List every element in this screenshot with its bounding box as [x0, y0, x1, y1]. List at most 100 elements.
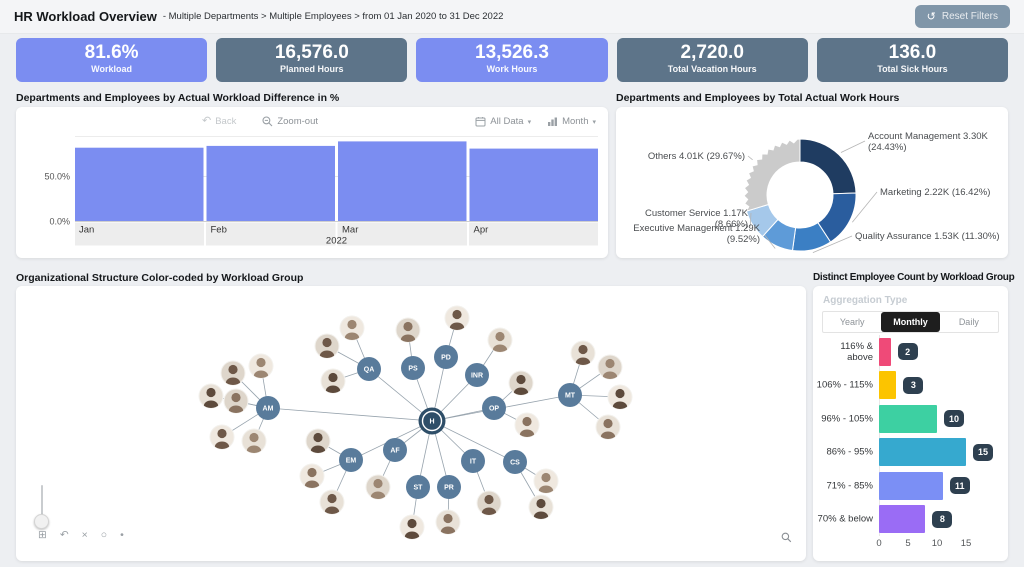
- employee-avatar[interactable]: [435, 509, 461, 538]
- employee-avatar[interactable]: [248, 353, 274, 382]
- employee-avatar[interactable]: [223, 388, 249, 417]
- org-node-em[interactable]: EM: [339, 448, 363, 472]
- donut-labels: Account Management 3.30K (24.43%) Marketi…: [616, 107, 1008, 258]
- back-button[interactable]: ↶ Back: [202, 116, 237, 128]
- chevron-down-icon: ▾: [592, 118, 596, 126]
- zoom-slider-knob[interactable]: [34, 514, 49, 529]
- employee-avatar[interactable]: [528, 494, 554, 523]
- employee-avatar[interactable]: [320, 368, 346, 397]
- x-tick-label: Mar: [342, 225, 358, 236]
- org-node-mt[interactable]: MT: [558, 383, 582, 407]
- org-node-it[interactable]: IT: [461, 449, 485, 473]
- kpi-label: Total Sick Hours: [877, 63, 948, 74]
- page-title: HR Workload Overview: [14, 9, 157, 24]
- employee-avatar[interactable]: [533, 468, 559, 497]
- employee-avatar[interactable]: [570, 340, 596, 369]
- export-image-icon[interactable]: ⊞: [38, 529, 47, 541]
- employee-avatar[interactable]: [607, 384, 633, 413]
- ec-category-label: 116% & above: [840, 340, 873, 363]
- employee-avatar[interactable]: [305, 428, 331, 457]
- reset-filters-label: Reset Filters: [941, 11, 998, 22]
- employee-avatar[interactable]: [595, 414, 621, 443]
- dot-icon[interactable]: •: [120, 529, 124, 541]
- employee-avatar[interactable]: [299, 463, 325, 492]
- org-network-graph: QA PS PD INR OP MT AM EM AF ST PR IT CS H: [198, 305, 633, 543]
- employee-avatar[interactable]: [314, 333, 340, 362]
- employee-avatar[interactable]: [514, 412, 540, 441]
- aggregation-option-daily[interactable]: Daily: [958, 317, 979, 327]
- ec-row-86-95-: 86% - 95% 15: [813, 436, 1004, 470]
- all-data-dropdown[interactable]: All Data ▾: [475, 116, 531, 127]
- org-node-am[interactable]: AM: [256, 396, 280, 420]
- employee-avatar[interactable]: [319, 489, 345, 518]
- workload-bar-jan[interactable]: [75, 147, 204, 222]
- org-node-cs[interactable]: CS: [503, 450, 527, 474]
- ec-bar-71-85-[interactable]: [879, 471, 943, 500]
- employee-avatar[interactable]: [597, 354, 623, 383]
- search-icon[interactable]: [781, 530, 792, 548]
- work-hours-donut-panel: Account Management 3.30K (24.43%) Marketi…: [616, 107, 1008, 258]
- leader-line: [840, 140, 866, 153]
- employee-avatar[interactable]: [241, 428, 267, 457]
- ec-bar-96-105-[interactable]: [879, 404, 937, 433]
- svg-text:OP: OP: [489, 406, 499, 413]
- employee-avatar[interactable]: [395, 317, 421, 346]
- svg-text:EM: EM: [346, 458, 357, 465]
- employee-avatar[interactable]: [198, 383, 224, 412]
- org-node-ps[interactable]: PS: [401, 356, 425, 380]
- aggregation-option-monthly[interactable]: Monthly: [881, 312, 940, 332]
- employee-avatar[interactable]: [487, 327, 513, 356]
- undo-arrow-icon[interactable]: ↶: [59, 529, 69, 541]
- employee-avatar[interactable]: [365, 474, 391, 503]
- workload-bar-feb[interactable]: [206, 145, 336, 222]
- workload-bar-apr[interactable]: [469, 148, 599, 222]
- org-node-center[interactable]: H: [418, 407, 446, 435]
- org-node-inr[interactable]: INR: [465, 363, 489, 387]
- reset-view-icon[interactable]: ○: [100, 529, 108, 541]
- ec-bar-86-95-[interactable]: [879, 438, 966, 466]
- ec-x-axis: 0 5 10 15: [813, 538, 1008, 550]
- svg-text:ST: ST: [414, 485, 424, 492]
- ec-bar-106-115-[interactable]: [879, 371, 897, 399]
- bar-chart-icon: [548, 117, 558, 126]
- org-node-pd[interactable]: PD: [434, 345, 458, 369]
- org-node-qa[interactable]: QA: [357, 357, 381, 381]
- zoom-out-button[interactable]: Zoom-out: [262, 116, 318, 127]
- y-tick-label: 0.0%: [49, 217, 70, 227]
- y-tick-label: 50.0%: [44, 172, 70, 182]
- svg-text:AM: AM: [263, 406, 274, 413]
- svg-text:CS: CS: [510, 460, 520, 467]
- svg-text:H: H: [429, 419, 434, 426]
- close-icon[interactable]: ×: [81, 529, 88, 541]
- aggregation-option-yearly[interactable]: Yearly: [839, 317, 865, 327]
- employee-avatar[interactable]: [476, 490, 502, 519]
- org-toolbar: ⊞ ↶ × ○ •: [38, 529, 124, 541]
- chart-toolbar: ↶ Back Zoom-out All Data ▾ Month ▾: [16, 114, 596, 129]
- employee-avatar[interactable]: [399, 514, 425, 543]
- employee-avatar[interactable]: [220, 360, 246, 389]
- employee-avatar[interactable]: [508, 370, 534, 399]
- employee-avatar[interactable]: [339, 315, 365, 344]
- work-hours-donut-chart: [743, 138, 878, 253]
- org-node-st[interactable]: ST: [406, 475, 430, 499]
- employee-avatar[interactable]: [209, 424, 235, 453]
- aggregation-type-label: Aggregation Type: [823, 295, 908, 306]
- org-node-op[interactable]: OP: [482, 396, 506, 420]
- x-tick-label: Apr: [474, 225, 489, 236]
- org-node-pr[interactable]: PR: [437, 475, 461, 499]
- reset-filters-button[interactable]: ↺ Reset Filters: [914, 5, 1010, 28]
- month-dropdown[interactable]: Month ▾: [547, 116, 596, 127]
- org-chart-panel: QA PS PD INR OP MT AM EM AF ST PR IT CS H ⊞ ↶ × ○ •: [16, 286, 806, 561]
- back-label: Back: [215, 116, 237, 127]
- employee-avatar[interactable]: [444, 305, 470, 334]
- workload-bar-mar[interactable]: [338, 141, 467, 222]
- aggregation-segmented-control: Yearly Monthly Daily: [822, 311, 999, 333]
- zoom-slider-track[interactable]: [41, 485, 43, 521]
- ec-value-badge: 11: [949, 477, 970, 494]
- ec-bar-116-above[interactable]: [879, 337, 891, 366]
- leader-line: [749, 212, 752, 227]
- donut-slice-others[interactable]: [743, 138, 801, 213]
- org-node-af[interactable]: AF: [383, 438, 407, 462]
- ec-bar-70-below[interactable]: [879, 505, 926, 533]
- workload-chart-title: Departments and Employees by Actual Work…: [16, 92, 340, 104]
